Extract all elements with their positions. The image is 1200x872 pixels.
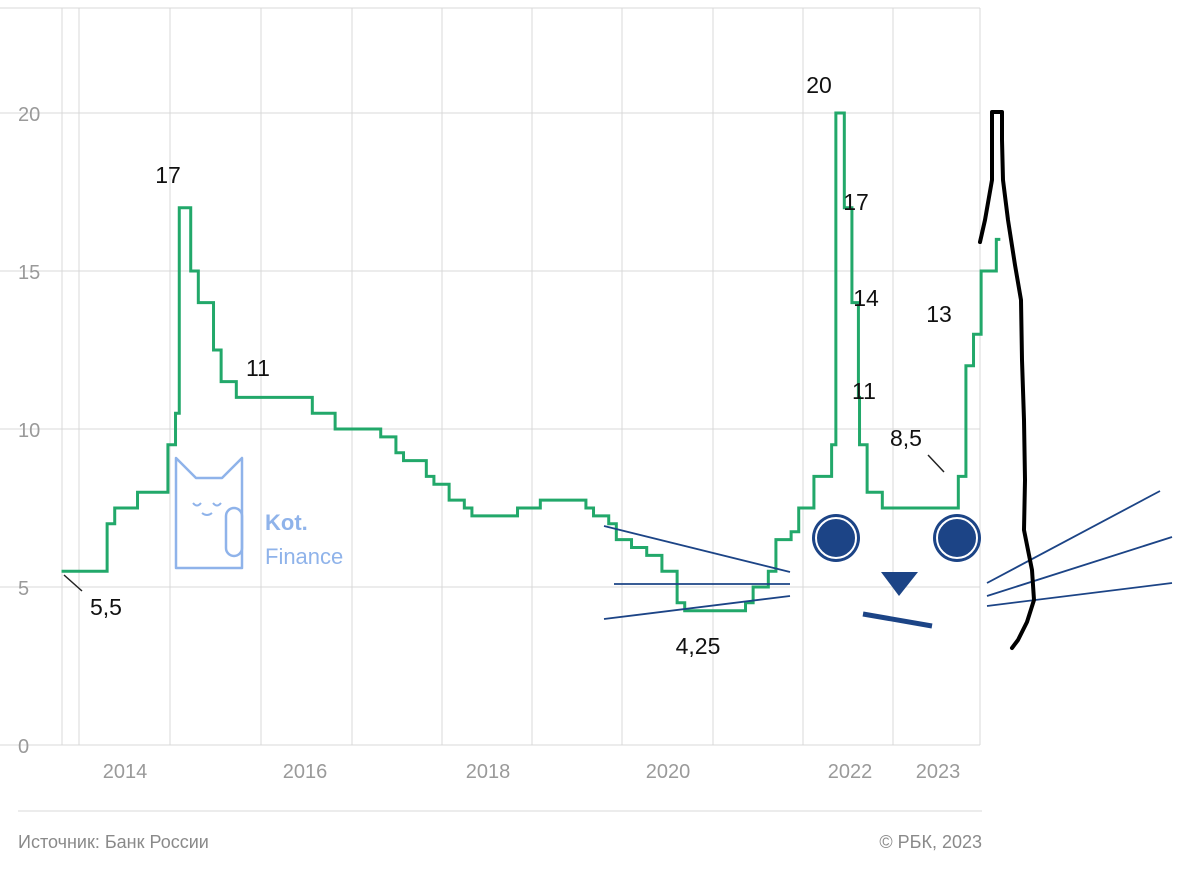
logo-subtitle: Finance [265, 544, 343, 569]
y-axis-ticks: 0 5 10 15 20 [18, 104, 40, 758]
x-axis-ticks: 2014 2016 2018 2020 2022 2023 [103, 761, 961, 783]
x-tick-label: 2023 [916, 761, 961, 783]
grid [0, 7, 981, 746]
y-tick-label: 10 [18, 420, 40, 442]
cat-eye-left [812, 514, 860, 562]
series [61, 111, 1001, 613]
source-text: Источник: Банк России [18, 832, 209, 852]
annotations: 5,5 17 11 4,25 20 17 14 11 8,5 13 [63, 72, 952, 659]
annotation-label: 5,5 [90, 594, 122, 620]
annotation-label: 8,5 [890, 425, 922, 451]
y-tick-label: 15 [18, 262, 40, 284]
annotation-label: 11 [852, 378, 876, 404]
annotation-label: 13 [926, 301, 952, 327]
annotation-label: 14 [853, 285, 879, 311]
cat-mouth [862, 611, 933, 629]
y-tick-label: 5 [18, 578, 29, 600]
annotation-label: 20 [806, 72, 832, 98]
annotation-leader [927, 454, 945, 473]
annotation-leader [63, 574, 83, 592]
series-line [61, 111, 1001, 613]
annotation-label: 17 [843, 189, 869, 215]
logo-brand: Kot. [265, 510, 308, 535]
copyright-text: © РБК, 2023 [879, 832, 982, 852]
y-tick-label: 20 [18, 104, 40, 126]
annotation-label: 17 [155, 162, 181, 188]
x-tick-label: 2018 [466, 761, 511, 783]
x-tick-label: 2020 [646, 761, 691, 783]
x-tick-label: 2016 [283, 761, 328, 783]
kot-finance-logo: Kot. Finance [174, 456, 343, 570]
whiskers-right [986, 490, 1173, 607]
annotation-label: 4,25 [676, 633, 721, 659]
annotation-label: 11 [246, 355, 270, 381]
cat-nose [881, 572, 918, 596]
x-tick-label: 2014 [103, 761, 148, 783]
cat-eye-right [933, 514, 981, 562]
cat-tail [978, 110, 1036, 650]
x-tick-label: 2022 [828, 761, 873, 783]
y-tick-label: 0 [18, 736, 29, 758]
cat-doodle [603, 110, 1173, 650]
whiskers-left [603, 525, 791, 620]
